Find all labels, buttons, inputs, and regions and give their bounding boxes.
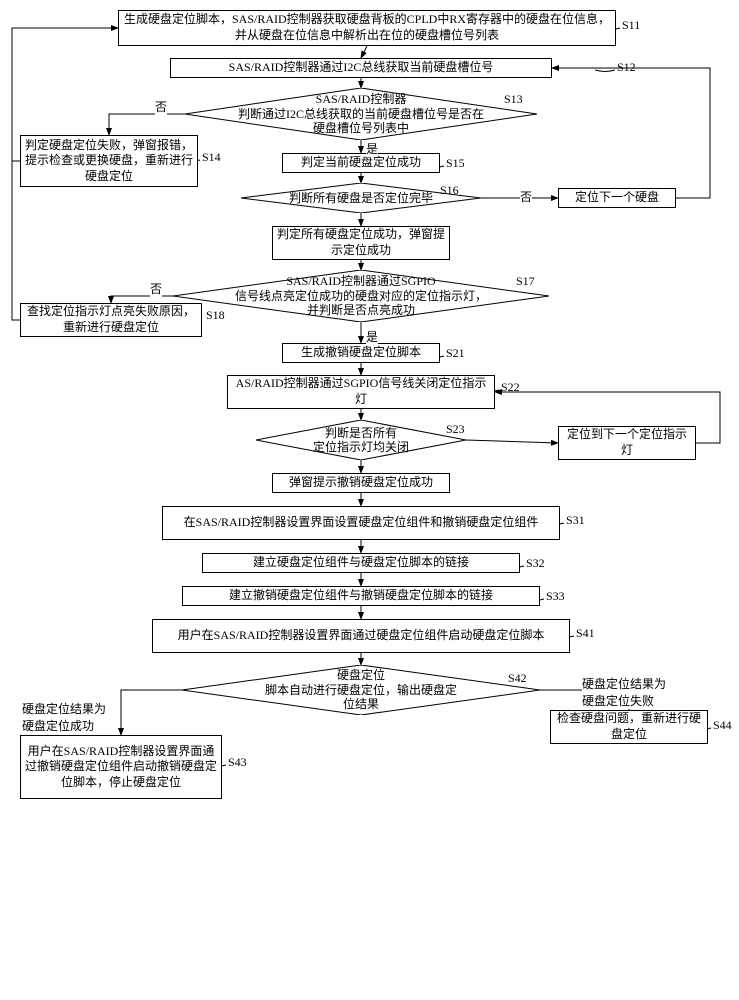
step-label-s42: S42	[508, 671, 527, 686]
edge-label-no2: 否	[520, 188, 532, 205]
step-label-s31: S31	[566, 513, 585, 528]
node-s13: SAS/RAID控制器判断通过I2C总线获取的当前硬盘槽位号是否在硬盘槽位号列表…	[185, 88, 537, 140]
diamond-text: 判断是否所有定位指示灯均关闭	[256, 420, 466, 460]
edge-label-res_ok: 硬盘定位结果为硬盘定位成功	[22, 700, 106, 734]
node-s32: 建立硬盘定位组件与硬盘定位脚本的链接	[202, 553, 520, 573]
step-label-s23: S23	[446, 422, 465, 437]
node-s18: 查找定位指示灯点亮失败原因，重新进行硬盘定位	[20, 303, 202, 337]
node-s16n: 定位下一个硬盘	[558, 188, 676, 208]
node-s23n: 定位到下一个定位指示灯	[558, 426, 696, 460]
step-label-s41: S41	[576, 626, 595, 641]
node-s42: 硬盘定位脚本自动进行硬盘定位，输出硬盘定位结果	[182, 665, 540, 715]
node-s22: AS/RAID控制器通过SGPIO信号线关闭定位指示灯	[227, 375, 495, 409]
step-label-s16: S16	[440, 183, 459, 198]
node-s16ok: 判定所有硬盘定位成功，弹窗提示定位成功	[272, 226, 450, 260]
edge-label-no3: 否	[150, 280, 162, 297]
node-s17: SAS/RAID控制器通过SGPIO信号线点亮定位成功的硬盘对应的定位指示灯，并…	[173, 270, 549, 322]
node-s23ok: 弹窗提示撤销硬盘定位成功	[272, 473, 450, 493]
node-s41: 用户在SAS/RAID控制器设置界面通过硬盘定位组件启动硬盘定位脚本	[152, 619, 570, 653]
node-s11: 生成硬盘定位脚本，SAS/RAID控制器获取硬盘背板的CPLD中RX寄存器中的硬…	[118, 10, 616, 46]
node-s33: 建立撤销硬盘定位组件与撤销硬盘定位脚本的链接	[182, 586, 540, 606]
edge-label-yes1: 是	[366, 140, 378, 157]
step-label-s11: S11	[622, 18, 640, 33]
step-label-s43: S43	[228, 755, 247, 770]
step-label-s22: S22	[501, 380, 520, 395]
step-label-s33: S33	[546, 589, 565, 604]
node-s43: 用户在SAS/RAID控制器设置界面通过撤销硬盘定位组件启动撤销硬盘定位脚本，停…	[20, 735, 222, 799]
step-label-s15: S15	[446, 156, 465, 171]
step-label-s21: S21	[446, 346, 465, 361]
diamond-text: SAS/RAID控制器判断通过I2C总线获取的当前硬盘槽位号是否在硬盘槽位号列表…	[185, 88, 537, 140]
step-label-s14: S14	[202, 150, 221, 165]
diamond-text: 硬盘定位脚本自动进行硬盘定位，输出硬盘定位结果	[182, 665, 540, 715]
step-label-s13: S13	[504, 92, 523, 107]
edge-label-no1: 否	[155, 98, 167, 115]
node-s44: 检查硬盘问题，重新进行硬盘定位	[550, 710, 708, 744]
node-s21: 生成撤销硬盘定位脚本	[282, 343, 440, 363]
diamond-text: SAS/RAID控制器通过SGPIO信号线点亮定位成功的硬盘对应的定位指示灯，并…	[173, 270, 549, 322]
node-s12: SAS/RAID控制器通过I2C总线获取当前硬盘槽位号	[170, 58, 552, 78]
step-label-s12: S12	[617, 60, 636, 75]
step-label-s17: S17	[516, 274, 535, 289]
step-label-s44: S44	[713, 718, 732, 733]
node-s14: 判定硬盘定位失败，弹窗报错，提示检查或更换硬盘，重新进行硬盘定位	[20, 135, 198, 187]
edge-label-res_fail: 硬盘定位结果为硬盘定位失败	[582, 675, 666, 709]
node-s23: 判断是否所有定位指示灯均关闭	[256, 420, 466, 460]
step-label-s18: S18	[206, 308, 225, 323]
node-s31: 在SAS/RAID控制器设置界面设置硬盘定位组件和撤销硬盘定位组件	[162, 506, 560, 540]
step-label-s32: S32	[526, 556, 545, 571]
node-s15: 判定当前硬盘定位成功	[282, 153, 440, 173]
edge-label-yes3: 是	[366, 328, 378, 345]
